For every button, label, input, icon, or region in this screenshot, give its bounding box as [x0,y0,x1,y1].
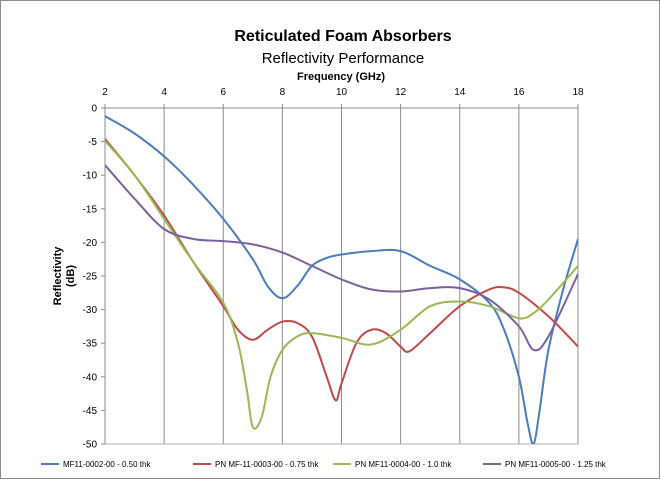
legend: MF11-0002-00 - 0.50 thk PN MF-11-0003-00 … [41,460,607,469]
y-tick-label: -35 [83,339,98,350]
x-tick-labels: 2 4 6 8 10 12 14 16 18 [102,87,584,98]
y-tick-label: 0 [91,104,97,115]
y-tick-label: -45 [83,406,98,417]
x-tick-label: 16 [513,87,525,98]
y-tick-label: -30 [83,305,98,316]
x-tick-label: 4 [161,87,167,98]
x-tick-label: 14 [454,87,466,98]
y-axis-title-line-1: Reflectivity [52,246,64,306]
x-tick-label: 6 [220,87,226,98]
series-line-3 [105,140,578,430]
y-tick-label: -5 [88,137,97,148]
y-axis-title: Reflectivity (dB) [52,246,77,306]
x-tick-label: 10 [336,87,348,98]
y-tick-labels: 0 -5 -10 -15 -20 -25 -30 -35 -40 -45 -50 [83,104,98,451]
y-tick-label: -50 [83,440,98,451]
chart-title: Reticulated Foam Absorbers [234,28,451,45]
y-tick-label: -40 [83,372,98,383]
x-tick-label: 12 [395,87,407,98]
x-axis-title: Frequency (GHz) [297,71,385,83]
legend-label-2: PN MF-11-0003-00 - 0.75 thk [215,460,319,469]
chart-subtitle: Reflectivity Performance [262,50,425,67]
x-tick-label: 8 [280,87,286,98]
legend-label-4: PN MF11-0005-00 - 1.25 thk [505,460,607,469]
legend-label-3: PN MF11-0004-00 - 1.0 thk [355,460,452,469]
y-tick-label: -20 [83,238,98,249]
x-tick-label: 2 [102,87,108,98]
series-lines [105,115,578,444]
legend-label-1: MF11-0002-00 - 0.50 thk [63,460,151,469]
series-line-4 [105,164,578,352]
series-line-1 [105,115,578,444]
y-tick-label: -25 [83,272,98,283]
y-tick-label: -10 [83,171,98,182]
y-tick-label: -15 [83,204,98,215]
grid [163,108,579,444]
y-axis-title-line-2: (dB) [65,265,77,287]
axes [101,104,579,445]
x-tick-label: 18 [572,87,584,98]
series-line-2 [105,138,578,402]
